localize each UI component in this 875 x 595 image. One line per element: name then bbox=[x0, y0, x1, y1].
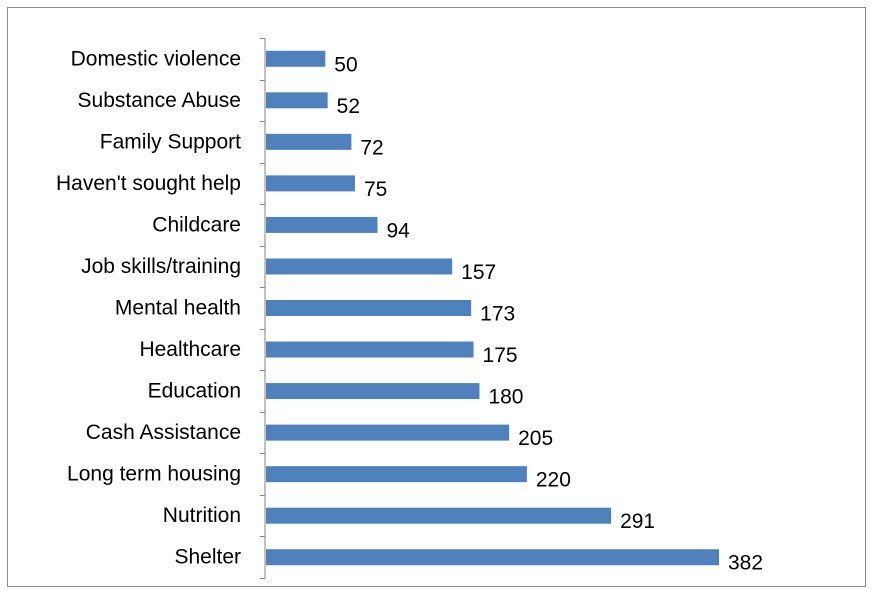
category-label: Education bbox=[148, 380, 241, 403]
bar bbox=[266, 175, 355, 192]
category-label: Healthcare bbox=[139, 338, 241, 361]
bar bbox=[266, 507, 612, 524]
category-label: Nutrition bbox=[163, 504, 241, 527]
category-label: Substance Abuse bbox=[78, 89, 241, 112]
value-label: 205 bbox=[518, 427, 553, 450]
category-label: Mental health bbox=[115, 297, 241, 320]
value-label: 72 bbox=[360, 136, 383, 159]
category-label: Long term housing bbox=[67, 463, 241, 486]
value-label: 173 bbox=[480, 303, 515, 326]
value-label: 291 bbox=[620, 510, 655, 533]
bar bbox=[266, 341, 474, 358]
value-label: 50 bbox=[334, 53, 357, 76]
category-label: Haven't sought help bbox=[56, 172, 241, 195]
category-label: Job skills/training bbox=[81, 255, 241, 278]
axis-layer bbox=[260, 38, 266, 579]
bar bbox=[266, 216, 378, 233]
category-label: Domestic violence bbox=[71, 47, 241, 70]
value-label: 180 bbox=[488, 386, 523, 409]
category-label: Shelter bbox=[174, 546, 241, 569]
value-label: 220 bbox=[536, 469, 571, 492]
category-label: Cash Assistance bbox=[86, 421, 241, 444]
bar bbox=[266, 424, 510, 441]
bar bbox=[266, 50, 326, 67]
category-label: Family Support bbox=[100, 130, 241, 153]
bar bbox=[266, 133, 352, 150]
value-label: 175 bbox=[483, 344, 518, 367]
value-label: 94 bbox=[386, 219, 410, 242]
bar bbox=[266, 549, 719, 566]
chart-frame bbox=[7, 7, 866, 587]
bar bbox=[266, 92, 328, 109]
bar-layer bbox=[266, 50, 719, 566]
value-label: 382 bbox=[728, 552, 763, 575]
category-label: Childcare bbox=[152, 213, 241, 236]
value-label: 157 bbox=[461, 261, 496, 284]
bar bbox=[266, 466, 527, 483]
bar bbox=[266, 258, 453, 275]
bar bbox=[266, 383, 480, 400]
value-label: 52 bbox=[337, 95, 360, 118]
bar bbox=[266, 300, 472, 316]
value-label: 75 bbox=[364, 178, 387, 201]
label-layer: Domestic violence 50 Substance Abuse 52 Fami… bbox=[56, 47, 763, 574]
